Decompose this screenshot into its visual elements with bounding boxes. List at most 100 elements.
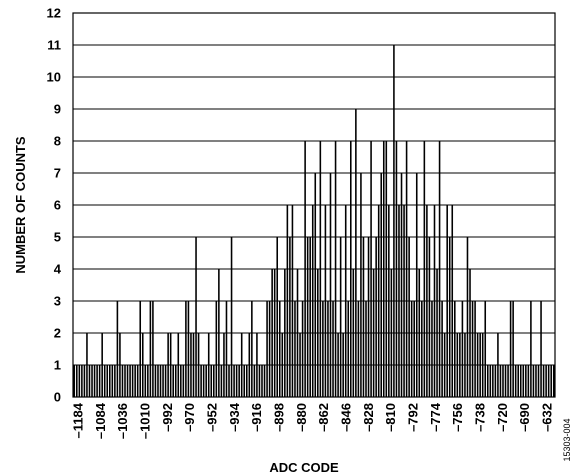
histogram-bar bbox=[403, 205, 405, 397]
histogram-bar bbox=[319, 141, 322, 397]
histogram-bar bbox=[522, 365, 525, 397]
histogram-bar bbox=[347, 301, 350, 397]
histogram-bar bbox=[205, 365, 207, 397]
histogram-bar bbox=[294, 301, 296, 397]
histogram-bar bbox=[228, 365, 230, 397]
histogram-bar bbox=[367, 237, 370, 397]
histogram-bar bbox=[276, 237, 279, 397]
histogram-bar bbox=[517, 365, 520, 397]
histogram-bar bbox=[512, 301, 514, 397]
histogram-bar bbox=[547, 365, 550, 397]
histogram-bar bbox=[144, 365, 147, 397]
histogram-bar bbox=[441, 301, 443, 397]
histogram-bar bbox=[415, 173, 418, 397]
histogram-bar bbox=[152, 301, 154, 397]
histogram-bar bbox=[532, 365, 535, 397]
histogram-bar bbox=[550, 365, 552, 397]
histogram-bar bbox=[349, 141, 352, 397]
histogram-bar bbox=[375, 237, 377, 397]
histogram-bar bbox=[164, 365, 167, 397]
histogram-bar bbox=[461, 301, 464, 397]
histogram-bar bbox=[304, 141, 306, 397]
histogram-bar bbox=[324, 205, 327, 397]
histogram-bar bbox=[88, 365, 91, 397]
x-tick-label: –1184 bbox=[71, 402, 86, 438]
histogram-bar bbox=[119, 333, 121, 397]
histogram-bar bbox=[476, 333, 479, 397]
histogram-bar bbox=[180, 365, 182, 397]
histogram-bar bbox=[492, 365, 494, 397]
histogram-bar bbox=[108, 365, 111, 397]
histogram-bar bbox=[220, 365, 223, 397]
x-tick-label: –720 bbox=[495, 403, 510, 432]
histogram-bar bbox=[413, 301, 415, 397]
histogram-bar bbox=[530, 301, 532, 397]
histogram-bar bbox=[177, 333, 180, 397]
y-tick-label: 1 bbox=[54, 358, 61, 373]
histogram-bar bbox=[147, 365, 149, 397]
y-tick-label: 0 bbox=[54, 390, 61, 405]
y-tick-label: 4 bbox=[54, 262, 62, 277]
histogram-bar bbox=[527, 365, 530, 397]
x-tick-label: –792 bbox=[406, 403, 421, 432]
histogram-bar bbox=[507, 365, 509, 397]
histogram-bar bbox=[504, 365, 507, 397]
histogram-bar bbox=[245, 365, 248, 397]
histogram-bar bbox=[169, 333, 172, 397]
histogram-bar bbox=[225, 301, 228, 397]
histogram-bar bbox=[438, 141, 441, 397]
y-tick-label: 11 bbox=[47, 38, 61, 53]
y-tick-label: 7 bbox=[54, 166, 61, 181]
histogram-bar bbox=[334, 141, 337, 397]
histogram-bar bbox=[256, 333, 258, 397]
histogram-bar bbox=[86, 333, 88, 397]
histogram-bar bbox=[474, 301, 476, 397]
histogram-bar bbox=[235, 365, 238, 397]
histogram-bar bbox=[289, 237, 291, 397]
histogram-bar bbox=[395, 141, 398, 397]
histogram-bar bbox=[134, 365, 136, 397]
x-axis-tick-labels: –1184 –1084 –1036 –1010 –992 –970 –952 –934 –916… bbox=[71, 402, 555, 439]
histogram-bar bbox=[114, 365, 116, 397]
histogram-bar bbox=[240, 333, 243, 397]
y-tick-label: 8 bbox=[54, 134, 61, 149]
histogram-bar bbox=[344, 205, 347, 397]
histogram-bar bbox=[380, 173, 383, 397]
histogram-bar bbox=[251, 301, 253, 397]
histogram-bar bbox=[81, 365, 83, 397]
y-tick-label: 12 bbox=[47, 6, 61, 21]
histogram-bar bbox=[362, 237, 365, 397]
histogram-bar bbox=[299, 333, 301, 397]
histogram-bar bbox=[494, 365, 497, 397]
histogram-bar bbox=[337, 333, 339, 397]
x-tick-label: –756 bbox=[450, 403, 465, 432]
histogram-bar bbox=[278, 301, 281, 397]
histogram-bar bbox=[469, 269, 471, 397]
x-tick-label: –1084 bbox=[93, 402, 108, 439]
histogram-bar bbox=[352, 269, 355, 397]
histogram-bar bbox=[202, 365, 205, 397]
histogram-bar bbox=[535, 365, 537, 397]
gridlines bbox=[73, 44, 555, 366]
histogram-bar bbox=[192, 333, 195, 397]
histogram-bar bbox=[360, 173, 362, 397]
x-tick-label: –690 bbox=[517, 403, 532, 432]
histogram-bar bbox=[73, 365, 76, 397]
histogram-bar bbox=[537, 365, 540, 397]
histogram-bar bbox=[365, 301, 367, 397]
x-tick-label: –970 bbox=[182, 403, 197, 432]
histogram-bar bbox=[197, 333, 200, 397]
x-tick-label: –898 bbox=[272, 403, 287, 432]
histogram-bar bbox=[207, 333, 210, 397]
histogram-bar bbox=[195, 237, 197, 397]
histogram-bar bbox=[418, 269, 421, 397]
histogram-bar bbox=[509, 301, 512, 397]
histogram-bar bbox=[185, 301, 187, 397]
x-tick-label: –1010 bbox=[138, 403, 153, 439]
histogram-bar bbox=[266, 301, 268, 397]
histogram-bar bbox=[215, 301, 218, 397]
histogram-bar bbox=[96, 365, 98, 397]
histogram-bar bbox=[451, 205, 454, 397]
histogram-bar bbox=[291, 205, 294, 397]
